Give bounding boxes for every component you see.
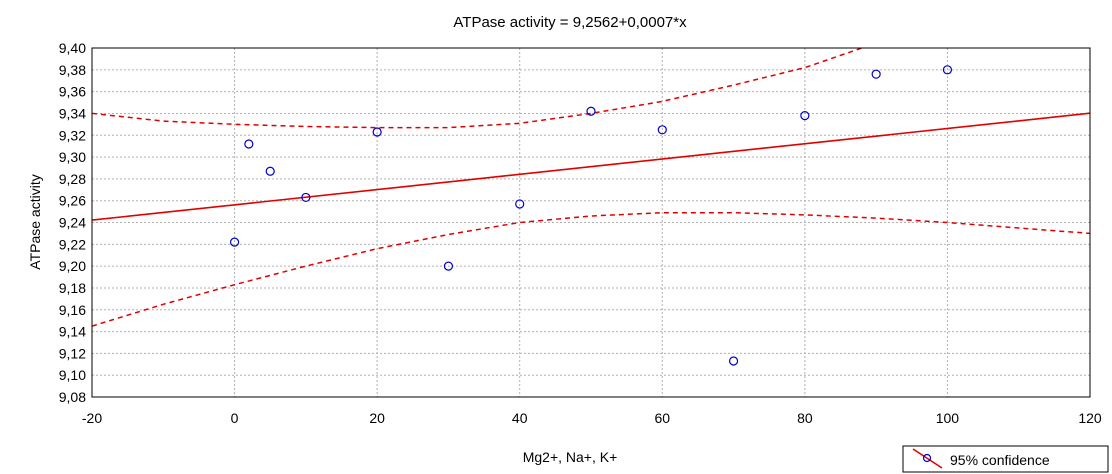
plot-area [92,48,1090,397]
data-point [586,106,596,116]
confidence-bands [92,48,1090,327]
confidence-lower-line [92,211,1090,327]
y-tick-label: 9,10 [59,367,86,383]
y-tick-label: 9,28 [59,171,86,187]
legend-point-icon [922,453,932,463]
legend-line-icon [912,448,943,469]
x-axis-title: Mg2+, Na+, K+ [523,449,618,465]
y-tick-label: 9,40 [59,40,86,56]
legend-box [902,445,1109,473]
data-point [657,125,667,135]
data-point [515,199,525,209]
data-point [800,111,810,121]
data-point [229,237,240,247]
y-tick-label: 9,26 [59,193,86,209]
plot-frame [91,47,1091,398]
data-point [443,261,454,271]
y-tick-label: 9,18 [59,280,86,296]
x-tick-label: -20 [82,410,102,426]
y-tick-labels: 9,08 9,10 9,12 9,14 9,16 9,18 9,20 9,22 9,24 9,26… [59,40,86,405]
y-tick-label: 9,08 [59,389,86,405]
y-axis-title: ATPase activity [27,174,43,269]
y-tick-label: 9,12 [59,345,86,361]
x-tick-label: 120 [1078,410,1102,426]
x-tick-labels: -20 0 20 40 60 80 100 120 [82,410,1102,426]
regression-line-group [92,112,1090,221]
y-tick-label: 9,16 [59,302,86,318]
y-tick-label: 9,14 [59,324,86,340]
data-points [229,65,953,366]
legend: 95% confidence [902,445,1109,473]
x-tick-label: 0 [231,410,239,426]
x-tick-label: 40 [512,410,528,426]
legend-label: 95% confidence [950,452,1050,468]
y-tick-label: 9,30 [59,149,86,165]
y-tick-label: 9,24 [59,215,86,231]
y-tick-label: 9,36 [59,84,86,100]
y-tick-label: 9,20 [59,258,86,274]
x-tick-label: 20 [369,410,385,426]
y-tick-label: 9,34 [59,105,86,121]
data-point [244,139,254,149]
data-point [871,69,881,79]
data-point [942,65,953,75]
x-tick-label: 100 [936,410,960,426]
regression-line [92,112,1090,221]
data-point [265,166,275,176]
data-point [728,356,739,366]
data-point [301,192,311,203]
chart-title: ATPase activity = 9,2562+0,0007*x [453,14,687,31]
x-tick-label: 60 [654,410,670,426]
data-point [372,127,382,137]
confidence-upper-line [92,48,863,129]
y-tick-label: 9,22 [59,236,86,252]
y-tick-label: 9,38 [59,62,86,78]
x-tick-label: 80 [797,410,813,426]
y-tick-label: 9,32 [59,127,86,143]
